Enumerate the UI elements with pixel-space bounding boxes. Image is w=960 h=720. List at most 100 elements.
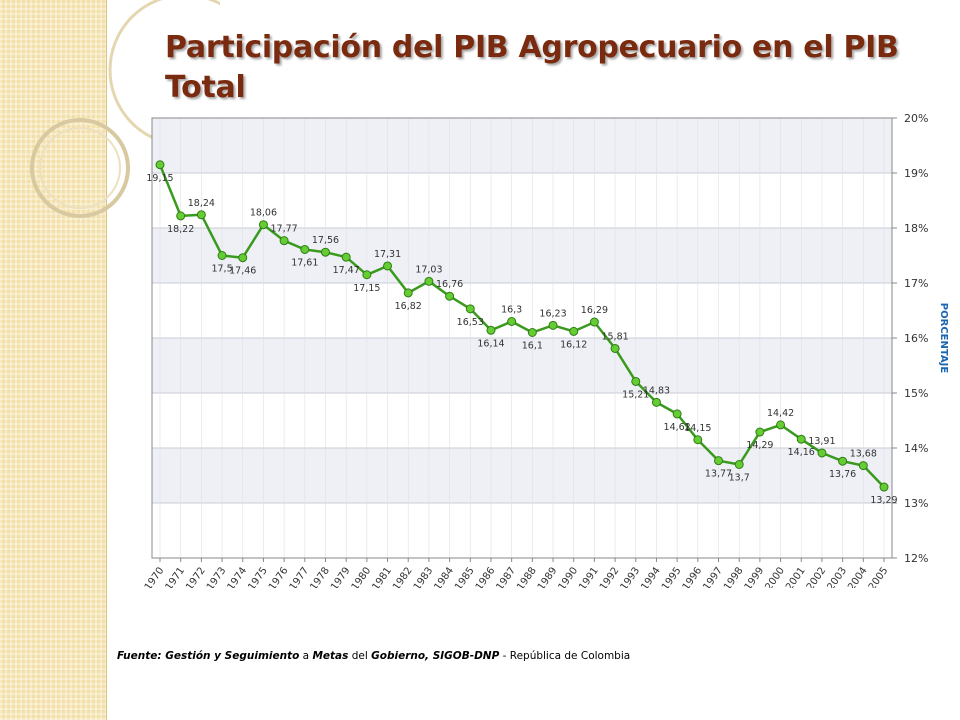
y-tick-label: 17% xyxy=(904,277,928,290)
data-point xyxy=(858,461,868,471)
x-tick-label: 1993 xyxy=(619,565,643,588)
data-point xyxy=(258,220,268,230)
y-axis: 12% 13% 14% 15% 16% 17% 18% 19% 20% xyxy=(892,112,928,565)
data-label: 18,24 xyxy=(188,198,215,209)
data-point xyxy=(776,420,786,430)
source-part: Gobierno, SIGOB-DNP xyxy=(371,650,500,662)
data-label: 16,1 xyxy=(522,341,543,352)
x-tick-label: 1970 xyxy=(143,565,167,588)
chart-band xyxy=(152,283,892,338)
data-point xyxy=(714,456,724,466)
data-point xyxy=(383,261,393,271)
x-tick-label: 1974 xyxy=(226,565,250,588)
data-label: 17,03 xyxy=(415,264,442,275)
x-tick-label: 1981 xyxy=(370,565,394,588)
data-label: 13,29 xyxy=(870,495,897,506)
data-label: 17,31 xyxy=(374,249,401,260)
x-tick-label: 1979 xyxy=(329,565,353,588)
x-tick-label: 1982 xyxy=(391,565,415,588)
data-label: 17,46 xyxy=(229,266,256,277)
x-tick-label: 2002 xyxy=(805,565,829,588)
data-label: 16,53 xyxy=(457,317,484,328)
data-label: 17,77 xyxy=(271,224,298,235)
x-tick-label: 1972 xyxy=(184,565,208,588)
data-label: 14,62 xyxy=(664,422,691,433)
data-label: 13,77 xyxy=(705,469,732,480)
data-point xyxy=(527,328,537,337)
y-axis-label: PORCENTAJE xyxy=(938,303,949,374)
data-label: 14,16 xyxy=(788,447,815,458)
data-point xyxy=(817,448,827,458)
chart-band xyxy=(152,503,892,558)
data-point xyxy=(486,325,496,335)
chart-band xyxy=(152,448,892,503)
x-tick-label: 1976 xyxy=(267,565,291,588)
x-tick-label: 1998 xyxy=(722,565,746,588)
data-points xyxy=(155,160,889,492)
x-tick-label: 1984 xyxy=(432,565,456,588)
x-tick-label: 2005 xyxy=(867,565,891,588)
data-label: 14,42 xyxy=(767,408,794,419)
y-tick-label: 12% xyxy=(904,552,928,565)
source-part: del xyxy=(348,650,372,662)
chart-band xyxy=(152,338,892,393)
data-point xyxy=(589,317,599,327)
data-point xyxy=(879,482,889,492)
x-axis: 1970197119721973197419751976197719781979… xyxy=(143,558,891,588)
x-tick-label: 1983 xyxy=(412,565,436,588)
chart-band xyxy=(152,228,892,283)
data-point xyxy=(217,251,227,260)
chart-band xyxy=(152,118,892,173)
data-point xyxy=(445,291,455,301)
x-tick-label: 1977 xyxy=(288,565,312,588)
data-point xyxy=(796,434,806,444)
data-label: 18,06 xyxy=(250,208,277,219)
x-tick-label: 1996 xyxy=(681,565,705,588)
data-point xyxy=(651,397,661,407)
y-tick-label: 13% xyxy=(904,497,928,510)
data-label: 16,82 xyxy=(395,301,422,312)
y-tick-label: 20% xyxy=(904,112,928,125)
data-label: 16,3 xyxy=(501,305,522,316)
data-label: 13,7 xyxy=(729,473,750,484)
source-part: - República de Colombia xyxy=(499,650,631,662)
data-label: 13,76 xyxy=(829,469,856,480)
y-tick-label: 16% xyxy=(904,332,928,345)
data-label: 13,68 xyxy=(850,449,877,460)
data-point xyxy=(548,320,558,330)
x-tick-label: 1975 xyxy=(246,565,270,588)
data-point xyxy=(465,304,475,314)
data-label: 17,5 xyxy=(211,264,232,275)
x-tick-label: 1992 xyxy=(598,565,622,588)
data-label: 14,15 xyxy=(684,423,711,434)
data-label: 15,21 xyxy=(622,389,649,400)
data-point xyxy=(279,236,289,246)
data-label: 19,15 xyxy=(146,173,173,184)
data-point xyxy=(693,435,703,445)
x-tick-label: 1986 xyxy=(474,565,498,588)
data-point xyxy=(424,276,434,286)
x-tick-label: 1997 xyxy=(701,565,725,588)
x-tick-label: 1973 xyxy=(205,565,229,588)
data-point xyxy=(569,326,579,336)
x-tick-label: 2001 xyxy=(784,565,808,588)
data-point xyxy=(155,160,165,170)
x-tick-label: 1994 xyxy=(639,565,663,588)
x-tick-label: 1999 xyxy=(743,565,767,588)
data-point xyxy=(300,244,310,254)
data-labels: 19,15 18,22 18,24 17,517,46 18,06 17,77 17,61 1… xyxy=(146,173,897,506)
data-point xyxy=(610,343,620,353)
x-tick-label: 2003 xyxy=(825,565,849,588)
chart-background-bands xyxy=(152,118,892,558)
source-part: Metas xyxy=(312,650,349,662)
data-label: 16,14 xyxy=(477,338,504,349)
data-label: 17,47 xyxy=(333,265,360,276)
data-point xyxy=(734,460,744,469)
deco-circle-small-inner xyxy=(39,127,121,209)
data-label: 17,61 xyxy=(291,257,318,268)
data-label: 17,15 xyxy=(353,283,380,294)
source-part: Fuente: Gestión y Seguimiento xyxy=(117,650,300,662)
data-label: 16,76 xyxy=(436,279,463,290)
data-point xyxy=(631,376,641,386)
x-tick-label: 1991 xyxy=(577,565,601,588)
